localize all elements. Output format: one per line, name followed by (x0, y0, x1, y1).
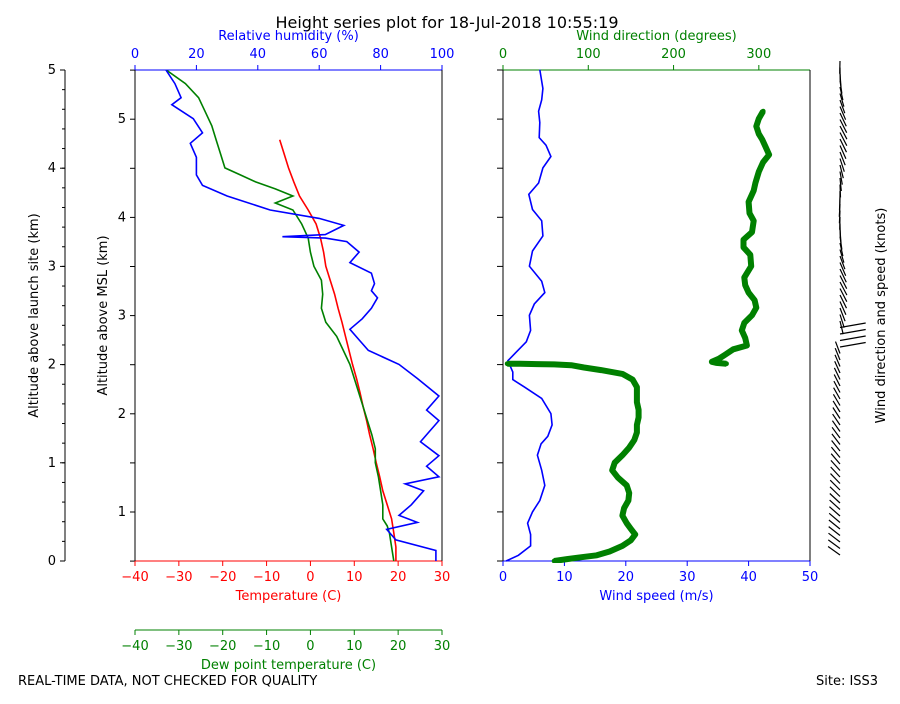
outer-altitude-tick-label: 0 (48, 554, 56, 569)
humidity-tick-label: 40 (250, 47, 267, 62)
outer-altitude-tick-label: 2 (48, 358, 56, 373)
wind-speed-line (506, 70, 552, 561)
outer-altitude-tick-label: 3 (48, 259, 56, 274)
inner-altitude-tick-label: 1 (118, 505, 126, 520)
outer-altitude-axis-label: Altitude above launch site (km) (27, 213, 42, 417)
wind-direction-trace-upper (712, 111, 769, 364)
temperature-tick-label: 0 (306, 570, 314, 585)
dewpoint-tick-label: −30 (165, 639, 192, 654)
wind-barb (840, 343, 866, 348)
humidity-tick-label: 20 (188, 47, 205, 62)
direction-axis-label: Wind direction (degrees) (576, 29, 736, 44)
temperature-tick-label: 30 (434, 570, 451, 585)
temperature-line (280, 140, 396, 561)
temperature-tick-label: 10 (346, 570, 363, 585)
wind-direction-points (505, 109, 772, 564)
temperature-tick-label: −10 (253, 570, 280, 585)
site-label: Site: ISS3 (816, 674, 878, 689)
wind-barb (840, 295, 847, 308)
relative-humidity-line (166, 70, 439, 561)
direction-tick-label: 0 (499, 47, 507, 62)
speed-tick-label: 40 (740, 570, 757, 585)
dewpoint-tick-label: 0 (306, 639, 314, 654)
speed-tick-label: 50 (802, 570, 819, 585)
wind-barb (840, 146, 846, 159)
quality-note: REAL-TIME DATA, NOT CHECKED FOR QUALITY (18, 674, 317, 689)
wind-barb (840, 302, 846, 315)
dewpoint-axis-label: Dew point temperature (C) (201, 658, 376, 673)
dewpoint-tick-label: −10 (253, 639, 280, 654)
inner-altitude-tick-label: 2 (118, 407, 126, 422)
outer-altitude-tick-label: 1 (48, 456, 56, 471)
temperature-tick-label: 20 (390, 570, 407, 585)
inner-altitude-tick-label: 3 (118, 309, 126, 324)
dew-point-line (166, 70, 394, 561)
inner-altitude-tick-label: 4 (118, 210, 126, 225)
dewpoint-tick-label: −40 (121, 639, 148, 654)
wind-barb (840, 336, 866, 341)
humidity-tick-label: 80 (372, 47, 389, 62)
outer-altitude-tick-label: 4 (48, 161, 56, 176)
wind-barb (840, 282, 847, 295)
humidity-axis-label: Relative humidity (%) (218, 29, 359, 44)
dewpoint-tick-label: 20 (390, 639, 407, 654)
speed-axis-label: Wind speed (m/s) (599, 589, 713, 604)
inner-altitude-tick-label: 5 (118, 112, 126, 127)
wind-barb (840, 139, 847, 152)
wind-barb (840, 133, 847, 146)
direction-tick-label: 100 (576, 47, 601, 62)
direction-tick-label: 200 (661, 47, 686, 62)
dewpoint-tick-label: 10 (346, 639, 363, 654)
humidity-tick-label: 100 (430, 47, 455, 62)
temperature-tick-label: −20 (209, 570, 236, 585)
dewpoint-tick-label: 30 (434, 639, 451, 654)
temperature-axis-label: Temperature (C) (235, 589, 342, 604)
humidity-tick-label: 60 (311, 47, 328, 62)
barbs-axis-label: Wind direction and speed (knots) (874, 208, 889, 424)
wind-direction-trace-lower (507, 364, 638, 561)
inner-altitude-axis-label: Altitude above MSL (km) (96, 235, 111, 395)
wind-barb (840, 330, 866, 335)
wind-barb (840, 289, 847, 302)
temperature-tick-label: −30 (165, 570, 192, 585)
wind-barb (840, 126, 847, 139)
dewpoint-tick-label: −20 (209, 639, 236, 654)
humidity-tick-label: 0 (131, 47, 139, 62)
temperature-tick-label: −40 (121, 570, 148, 585)
direction-tick-label: 300 (746, 47, 771, 62)
speed-tick-label: 20 (618, 570, 635, 585)
speed-tick-label: 10 (556, 570, 573, 585)
speed-tick-label: 0 (499, 570, 507, 585)
outer-altitude-tick-label: 5 (48, 63, 56, 78)
speed-tick-label: 30 (679, 570, 696, 585)
